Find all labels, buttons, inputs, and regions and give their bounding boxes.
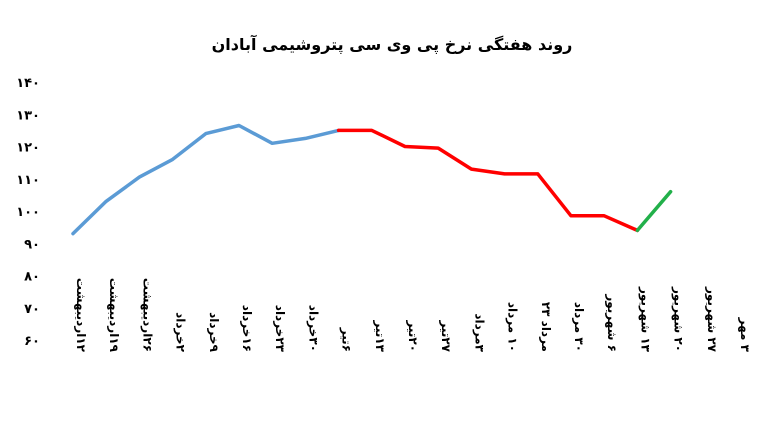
x-tick-label: ۳ مهر bbox=[738, 317, 752, 353]
y-tick-label: ۶۰ bbox=[24, 334, 40, 349]
y-tick-label: ۹۰ bbox=[24, 237, 40, 252]
chart-title: روند هفتگی نرخ پی وی سی پتروشیمی آبادان bbox=[212, 34, 573, 55]
x-tick-label: ۶تیر bbox=[340, 327, 354, 352]
x-tick-label: ۱۰ مرداد bbox=[506, 302, 520, 352]
x-tick-label: ۲۷تیر bbox=[439, 319, 453, 352]
series-line-segment-3 bbox=[635, 189, 673, 233]
x-tick-label: ۱۳تیر bbox=[373, 319, 387, 352]
y-tick-label: ۸۰ bbox=[24, 270, 40, 285]
x-tick-label: ۱۹اردیبهشت bbox=[107, 278, 121, 353]
x-tick-label: ۲۷ شهریور bbox=[704, 286, 719, 353]
x-tick-label: ۲۰تیر bbox=[406, 319, 420, 352]
x-tick-label: ۲خرداد bbox=[174, 312, 188, 353]
x-tick-label: ۹خرداد bbox=[207, 312, 221, 353]
y-axis-ticks: ۱۴۰ ۱۳۰ ۱۲۰ ۱۱۰ ۱۰۰ ۹۰ ۸۰ ۷۰ ۶۰ bbox=[16, 76, 40, 349]
x-tick-label: ۱۶خرداد bbox=[240, 305, 254, 352]
y-tick-label: ۱۱۰ bbox=[16, 173, 40, 188]
y-tick-label: ۷۰ bbox=[24, 302, 40, 317]
series-lines bbox=[71, 123, 673, 236]
series-line-segment-2 bbox=[336, 128, 640, 233]
x-tick-label: ۳۰خرداد bbox=[306, 305, 320, 352]
series-line-segment-1 bbox=[71, 123, 341, 236]
x-tick-label: مرداد ۲۳ bbox=[539, 302, 553, 352]
y-tick-label: ۱۲۰ bbox=[16, 141, 40, 156]
x-tick-label: ۲۶اردیبهشت bbox=[140, 278, 154, 352]
x-tick-label: ۲۰ شهریور bbox=[671, 286, 686, 352]
y-tick-label: ۱۰۰ bbox=[16, 205, 40, 220]
x-tick-label: ۳مرداد bbox=[472, 313, 486, 352]
x-tick-label: ۶ شهریور bbox=[604, 293, 619, 352]
x-tick-label: ۳۰ مرداد bbox=[572, 302, 586, 352]
x-axis-ticks: ۱۲اردیبهشت ۱۹اردیبهشت ۲۶اردیبهشت ۲خرداد ۹خرد… bbox=[74, 278, 752, 353]
y-tick-label: ۱۴۰ bbox=[16, 76, 40, 91]
x-tick-label: ۲۳خرداد bbox=[273, 305, 287, 353]
y-tick-label: ۱۳۰ bbox=[16, 108, 40, 123]
x-tick-label: ۱۲اردیبهشت bbox=[74, 278, 88, 353]
x-tick-label: ۱۳ شهریور bbox=[637, 286, 652, 353]
